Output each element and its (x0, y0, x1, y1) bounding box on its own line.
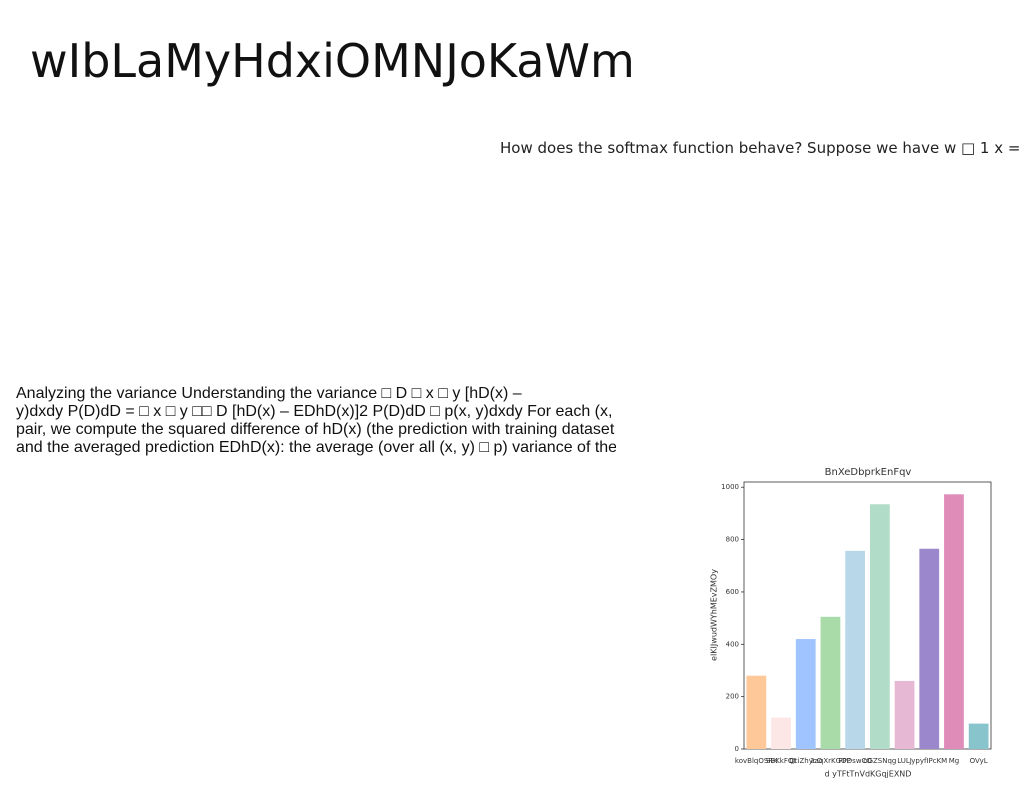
paragraph-line: pair, we compute the squared difference … (16, 421, 615, 438)
chart-title: BnXeDbprkEnFqv (825, 467, 912, 478)
x-tick-label: 2aqXrKGOP (810, 757, 851, 765)
bar (771, 717, 791, 749)
x-tick-label: oGZSNqg (863, 757, 896, 765)
paragraph: Analyzing the variance Understanding the… (16, 385, 616, 457)
bar (919, 548, 940, 749)
x-tick-label: Mg (949, 757, 959, 765)
x-axis-label: d yTFtTnVdKGqjEXND (825, 770, 912, 779)
bar (845, 550, 866, 749)
bar (820, 616, 841, 749)
y-tick-label: 1000 (721, 483, 739, 491)
bar (944, 494, 964, 749)
y-tick-label: 0 (735, 745, 739, 753)
y-axis-label: eIKIJwudWYhMEvZMOy (710, 569, 719, 661)
bar (795, 639, 816, 749)
paragraph-line: and the averaged prediction EDhD(x): the… (16, 439, 616, 456)
x-tick-label: QtiZhycO (789, 757, 822, 765)
y-tick-label: 600 (726, 588, 739, 596)
paragraph-line: Analyzing the variance Understanding the… (16, 385, 522, 402)
bar (894, 680, 915, 749)
x-tick-label: kovBlqOSRK (735, 757, 778, 765)
x-tick-label: PPDswCO (838, 757, 872, 765)
x-tick-label: ypyfIPcKM (911, 757, 947, 765)
plot-frame (743, 481, 992, 750)
bar (869, 504, 890, 749)
y-tick-label: 800 (726, 536, 739, 544)
bar (968, 723, 989, 749)
y-tick-label: 400 (726, 640, 739, 648)
x-tick-label: LULJ (897, 757, 912, 765)
x-tick-label: SBKkFQt (766, 757, 796, 765)
x-tick-label: OVyL (970, 757, 988, 765)
heading: wIbLaMyHdxiOMNJoKaWm (30, 34, 635, 88)
paragraph-line: y)dxdy P(D)dD = □ x □ y □□ D [hD(x) – ED… (16, 403, 613, 420)
side-text: How does the softmax function behave? Su… (500, 139, 1024, 157)
y-tick-label: 200 (726, 693, 739, 701)
bar (746, 675, 767, 749)
